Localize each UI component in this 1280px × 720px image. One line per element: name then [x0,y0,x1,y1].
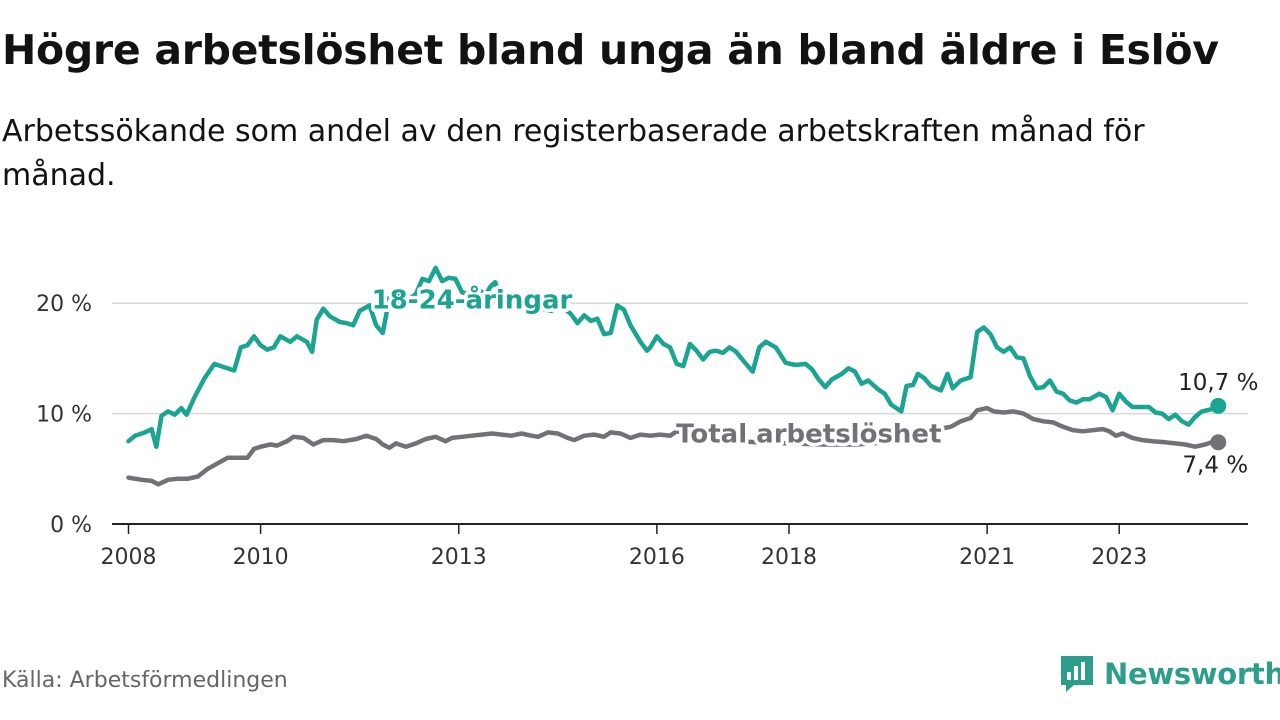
chart-title: Högre arbetslöshet bland unga än bland ä… [2,26,1219,74]
x-tick-label: 2010 [233,545,289,570]
x-tick-label: 2021 [959,545,1015,570]
series-end-point [1210,434,1227,451]
y-tick-label: 0 % [50,513,92,538]
x-tick-label: 2018 [761,545,817,570]
total-end-label: 7,4 % [1182,452,1248,478]
grid-lines [112,302,1248,415]
youth-series-label: 18-24-åringar [372,284,573,316]
newsworthy-logo-text: Newsworthy [1104,657,1280,691]
x-tick-label: 2008 [101,545,157,570]
series-line-youth [126,265,1221,449]
axes: 0 % 10 % 20 % 2008 2010 2013 2016 2018 2021 2023 [36,292,1248,570]
series-labels: 10,7 % 7,4 % 18-24-åringar Total arbetslösh… [368,280,1258,478]
series-end-point [1210,397,1227,414]
series-line-total [126,405,1221,487]
youth-end-label: 10,7 % [1178,370,1258,396]
newsworthy-logo-icon [1061,656,1093,692]
series-lines [126,265,1227,487]
y-tick-label: 20 % [36,292,92,317]
chart-subtitle: Arbetssökande som andel av den registerb… [2,114,1145,193]
x-tick-label: 2023 [1091,545,1147,570]
source-note: Källa: Arbetsförmedlingen [2,668,288,693]
y-tick-label: 10 % [36,403,92,428]
x-tick-label: 2016 [629,545,685,570]
x-tick-label: 2013 [431,545,487,570]
newsworthy-logo[interactable]: Newsworthy [1058,654,1280,694]
total-series-label: Total arbetslöshet [676,419,941,449]
